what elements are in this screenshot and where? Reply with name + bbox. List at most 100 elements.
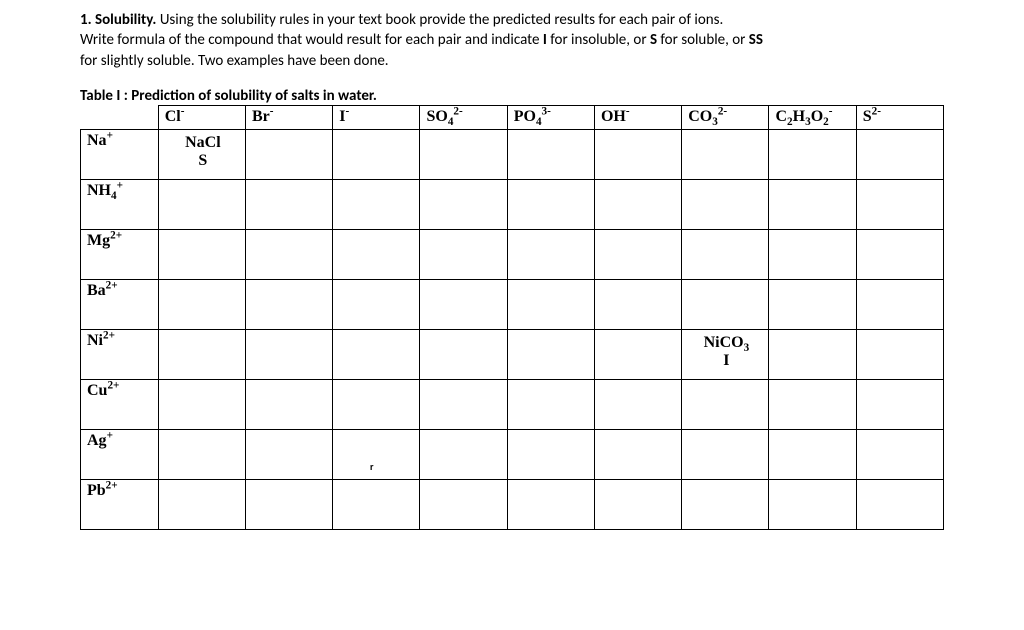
solubility-cell (158, 179, 245, 229)
solubility-cell (245, 429, 332, 479)
table-row: Ba2+ (81, 279, 944, 329)
cation-header: Ni2+ (81, 329, 159, 379)
cation-header: Mg2+ (81, 229, 159, 279)
question-body-1: Using the solubility rules in your text … (160, 11, 724, 29)
question-body-2a: Write formula of the compound that would… (80, 31, 543, 49)
question-title: Solubility. (95, 11, 156, 29)
question-body-3: for slightly soluble. Two examples have … (80, 52, 389, 70)
solubility-cell (158, 229, 245, 279)
solubility-cell (420, 429, 507, 479)
table-row: NH4+ (81, 179, 944, 229)
solubility-cell (507, 329, 594, 379)
solubility-cell (594, 479, 681, 529)
table-row: Cu2+ (81, 379, 944, 429)
solubility-cell (507, 129, 594, 179)
solubility-cell (769, 429, 856, 479)
solubility-cell (245, 479, 332, 529)
solubility-cell (420, 379, 507, 429)
anion-header: I- (333, 105, 420, 129)
solubility-cell (245, 279, 332, 329)
compound-formula: NiCO3 (688, 334, 764, 352)
anion-header: OH- (594, 105, 681, 129)
solubility-cell (594, 129, 681, 179)
solubility-cell (856, 279, 943, 329)
anion-header: PO43- (507, 105, 594, 129)
solubility-cell (769, 229, 856, 279)
solubility-cell (769, 329, 856, 379)
solubility-cell (682, 179, 769, 229)
solubility-cell (245, 379, 332, 429)
solubility-cell (856, 379, 943, 429)
solubility-cell (856, 429, 943, 479)
solubility-cell (594, 379, 681, 429)
solubility-cell (158, 279, 245, 329)
solubility-cell (507, 179, 594, 229)
solubility-cell: NaClS (158, 129, 245, 179)
solubility-cell (507, 429, 594, 479)
solubility-cell (158, 329, 245, 379)
solubility-cell (769, 379, 856, 429)
anion-header: Br- (245, 105, 332, 129)
solubility-cell (245, 179, 332, 229)
solubility-cell (769, 129, 856, 179)
solubility-cell (420, 179, 507, 229)
solubility-cell: NiCO3I (682, 329, 769, 379)
solubility-cell (158, 379, 245, 429)
table-corner-cell (81, 105, 159, 129)
anion-header: C2H3O2- (769, 105, 856, 129)
solubility-code: S (165, 152, 241, 170)
solubility-cell (856, 129, 943, 179)
cation-header: Cu2+ (81, 379, 159, 429)
solubility-table: Cl-Br-I-SO42-PO43-OH-CO32-C2H3O2-S2- Na+… (80, 105, 944, 530)
solubility-cell (333, 429, 420, 479)
solubility-cell (507, 479, 594, 529)
question-text: 1. Solubility. Using the solubility rule… (80, 10, 944, 71)
question-body-2c: for soluble, or (657, 31, 749, 49)
anion-header: SO42- (420, 105, 507, 129)
solubility-cell (682, 129, 769, 179)
solubility-cell (682, 429, 769, 479)
table-header-row: Cl-Br-I-SO42-PO43-OH-CO32-C2H3O2-S2- (81, 105, 944, 129)
anion-header: CO32- (682, 105, 769, 129)
solubility-cell (594, 229, 681, 279)
code-S: S (650, 31, 657, 49)
solubility-cell (333, 229, 420, 279)
solubility-cell (856, 479, 943, 529)
solubility-cell (158, 429, 245, 479)
solubility-cell (333, 479, 420, 529)
solubility-cell (594, 279, 681, 329)
cation-header: Ag+ (81, 429, 159, 479)
solubility-cell (594, 329, 681, 379)
cation-header: Na+ (81, 129, 159, 179)
table-body: Na+NaClSNH4+Mg2+Ba2+Ni2+NiCO3ICu2+Ag+Pb2… (81, 129, 944, 529)
stray-mark: r (370, 460, 374, 473)
solubility-cell (333, 329, 420, 379)
solubility-cell (682, 479, 769, 529)
table-row: Ag+ (81, 429, 944, 479)
table-row: Pb2+ (81, 479, 944, 529)
cation-header: Ba2+ (81, 279, 159, 329)
anion-header: S2- (856, 105, 943, 129)
solubility-cell (856, 329, 943, 379)
solubility-cell (682, 229, 769, 279)
cation-header: NH4+ (81, 179, 159, 229)
compound-formula: NaCl (165, 134, 241, 152)
solubility-cell (245, 229, 332, 279)
solubility-cell (507, 279, 594, 329)
solubility-cell (420, 229, 507, 279)
solubility-cell (682, 379, 769, 429)
solubility-cell (333, 279, 420, 329)
solubility-cell (856, 229, 943, 279)
solubility-cell (245, 329, 332, 379)
cation-header: Pb2+ (81, 479, 159, 529)
solubility-cell (769, 479, 856, 529)
solubility-cell (333, 179, 420, 229)
solubility-cell (420, 479, 507, 529)
solubility-cell (333, 129, 420, 179)
table-row: Mg2+ (81, 229, 944, 279)
anion-header: Cl- (158, 105, 245, 129)
table-row: Ni2+ NiCO3I (81, 329, 944, 379)
solubility-cell (594, 179, 681, 229)
solubility-cell (769, 179, 856, 229)
solubility-cell (769, 279, 856, 329)
